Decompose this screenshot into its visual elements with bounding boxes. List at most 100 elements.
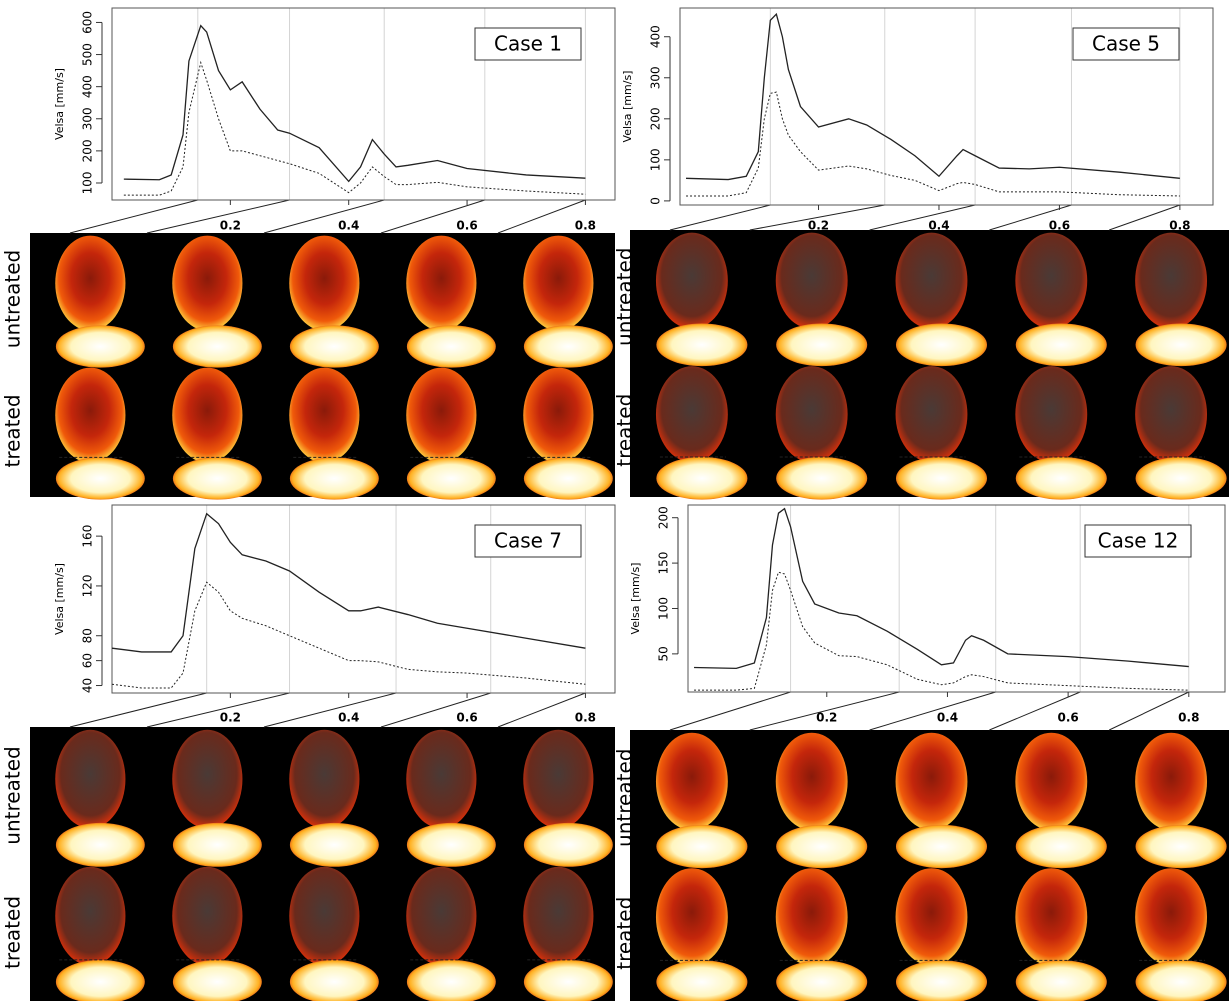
- heatmap-sac: [1015, 868, 1088, 966]
- y-tick-label: 300: [649, 66, 663, 89]
- x-tick-label: 0.6: [456, 219, 477, 233]
- heatmap-vessel: [776, 456, 868, 500]
- heatmap-sac: [775, 868, 848, 966]
- heatmap-sac: [406, 729, 477, 829]
- sample-connector: [1109, 204, 1181, 231]
- heatmap-sac: [1135, 868, 1208, 966]
- sample-connector: [869, 204, 976, 231]
- x-tick-label: 0.2: [220, 711, 241, 725]
- heatmap-vessel: [656, 456, 748, 500]
- y-tick-label: 100: [657, 597, 671, 620]
- heatmap-sac: [406, 866, 477, 966]
- row-label: untreated: [1, 250, 25, 348]
- heatmap-vessel: [523, 959, 613, 1001]
- heatmap-sac: [523, 367, 594, 463]
- heatmap-sac: [655, 732, 728, 831]
- heatmap-vessel: [289, 822, 379, 867]
- heatmap-vessel: [406, 822, 496, 867]
- x-tick-label: 0.6: [1057, 711, 1078, 725]
- series-line: [694, 507, 1189, 670]
- y-tick-label: 100: [81, 172, 95, 195]
- heatmap-sac: [775, 732, 848, 831]
- chart-title: Case 7: [494, 529, 562, 553]
- heatmap-sac: [289, 235, 360, 331]
- heatmap-sac: [172, 235, 243, 331]
- heatmap-vessel: [656, 824, 748, 869]
- heatmap-vessel: [656, 323, 748, 367]
- sample-connector: [146, 199, 290, 234]
- heatmap-sac: [172, 729, 243, 829]
- series-line: [686, 12, 1180, 181]
- heatmap-sac: [775, 366, 848, 463]
- heatmap-sac: [55, 235, 126, 331]
- row-label: treated: [1, 896, 25, 969]
- heatmap-vessel: [895, 456, 988, 500]
- sample-connector: [869, 691, 996, 731]
- heatmap-vessel: [1135, 960, 1227, 1001]
- y-tick-label: 400: [81, 75, 95, 98]
- row-label: treated: [613, 897, 637, 970]
- plot-frame: [679, 7, 1214, 206]
- plot-frame: [111, 7, 616, 201]
- heatmap-vessel: [289, 325, 379, 368]
- heatmap-vessel: [172, 457, 262, 500]
- heatmap-vessel: [172, 959, 262, 1001]
- sample-connector: [989, 691, 1081, 731]
- y-tick-label: 400: [649, 25, 663, 48]
- heatmap-vessel: [776, 323, 868, 367]
- series-line: [123, 60, 586, 196]
- chart-title: Case 1: [494, 32, 562, 56]
- heatmap-sac: [289, 866, 360, 966]
- x-tick-label: 0.2: [808, 219, 829, 233]
- y-tick-label: 200: [81, 139, 95, 162]
- x-tick-label: 0.8: [1169, 219, 1190, 233]
- heatmap-vessel: [1135, 323, 1227, 367]
- sample-connector: [989, 204, 1072, 231]
- row-label: untreated: [1, 746, 25, 844]
- x-tick-label: 0.4: [937, 711, 958, 725]
- sample-connector: [146, 692, 290, 728]
- x-tick-label: 0.4: [338, 711, 359, 725]
- heatmap-vessel: [172, 325, 262, 368]
- heatmap-sac: [895, 868, 968, 966]
- plot-frame: [111, 504, 616, 694]
- row-label: treated: [613, 394, 637, 467]
- x-tick-label: 0.4: [928, 219, 949, 233]
- heatmap-sac: [406, 367, 477, 463]
- y-tick-label: 160: [81, 525, 95, 548]
- heatmap-sac: [1135, 732, 1208, 831]
- series-line: [111, 581, 586, 689]
- x-tick-label: 0.6: [1049, 219, 1070, 233]
- sample-connector: [669, 691, 791, 731]
- heatmap-vessel: [1135, 824, 1227, 869]
- sample-connector: [497, 692, 586, 728]
- sample-connector: [263, 692, 397, 728]
- heatmap-sac: [289, 729, 360, 829]
- sample-connector: [69, 692, 207, 728]
- heatmap-vessel: [289, 959, 379, 1001]
- y-tick-label: 150: [657, 552, 671, 575]
- heatmap-sac: [523, 235, 594, 331]
- sample-connector: [69, 199, 198, 234]
- y-axis-label: Velsa [mm/s]: [53, 68, 66, 140]
- y-tick-label: 200: [649, 107, 663, 130]
- heatmap-vessel: [172, 822, 262, 867]
- row-label: untreated: [613, 248, 637, 346]
- heatmap-sac: [55, 367, 126, 463]
- heatmap-vessel: [406, 959, 496, 1001]
- heatmap-sac: [775, 232, 848, 329]
- sample-connector: [749, 691, 900, 731]
- heatmap-vessel: [776, 960, 868, 1001]
- heatmap-sac: [655, 366, 728, 463]
- series-line: [694, 571, 1189, 691]
- y-tick-label: 80: [81, 628, 95, 643]
- y-tick-label: 100: [649, 148, 663, 171]
- heatmap-sac: [895, 366, 968, 463]
- heatmap-vessel: [289, 457, 379, 500]
- heatmap-sac: [406, 235, 477, 331]
- sample-connector: [263, 199, 385, 234]
- y-axis-label: Velsa [mm/s]: [629, 563, 642, 635]
- heatmap-vessel: [895, 824, 988, 869]
- y-tick-label: 60: [81, 653, 95, 668]
